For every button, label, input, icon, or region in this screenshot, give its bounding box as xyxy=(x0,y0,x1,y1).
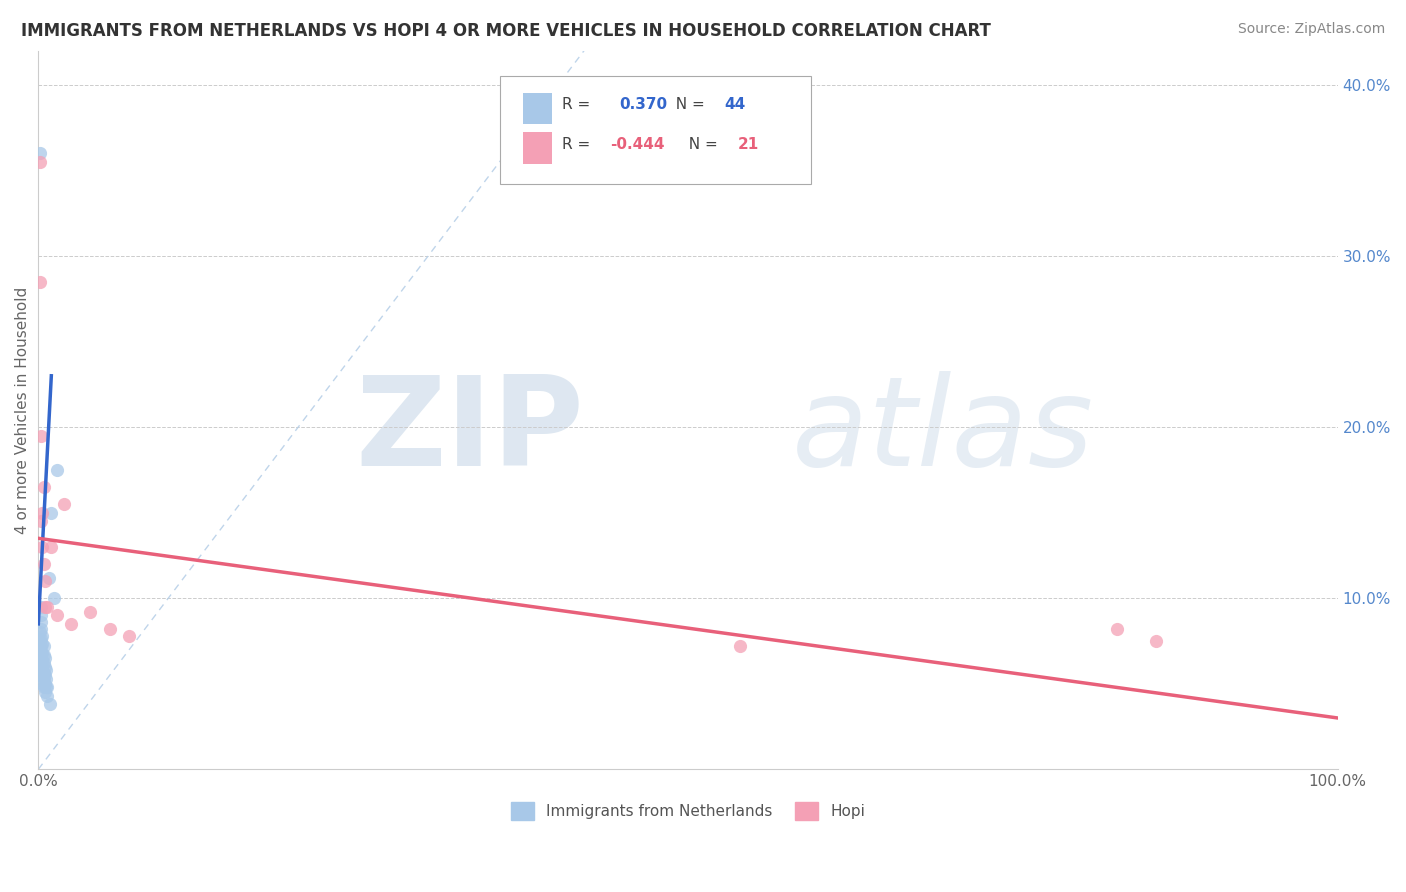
Point xyxy=(30,608,52,623)
Point xyxy=(28,659,51,673)
Text: 0.370: 0.370 xyxy=(619,97,668,112)
Text: R =: R = xyxy=(562,136,595,152)
Point xyxy=(30,615,52,629)
Point xyxy=(31,506,53,520)
Point xyxy=(37,689,59,703)
Point xyxy=(79,605,101,619)
Text: IMMIGRANTS FROM NETHERLANDS VS HOPI 4 OR MORE VEHICLES IN HOUSEHOLD CORRELATION : IMMIGRANTS FROM NETHERLANDS VS HOPI 4 OR… xyxy=(21,22,991,40)
Text: 44: 44 xyxy=(724,97,745,112)
Point xyxy=(30,639,52,653)
Text: R =: R = xyxy=(562,97,600,112)
Point xyxy=(32,480,55,494)
Point xyxy=(31,637,53,651)
Point xyxy=(38,571,60,585)
Point xyxy=(30,514,52,528)
Point xyxy=(30,646,52,660)
Text: N =: N = xyxy=(679,136,723,152)
Y-axis label: 4 or more Vehicles in Household: 4 or more Vehicles in Household xyxy=(15,286,30,533)
Point xyxy=(34,659,56,673)
Point xyxy=(32,557,55,571)
Text: 21: 21 xyxy=(737,136,759,152)
Point xyxy=(31,646,53,660)
Point xyxy=(118,629,141,643)
Point xyxy=(31,668,53,682)
Point xyxy=(42,591,65,606)
Point xyxy=(39,698,62,712)
Point xyxy=(1144,634,1167,648)
Point xyxy=(30,428,52,442)
Point xyxy=(30,622,52,636)
Point xyxy=(41,540,63,554)
Point xyxy=(28,625,51,640)
Point xyxy=(45,463,67,477)
Point xyxy=(31,540,53,554)
Point xyxy=(34,599,56,614)
Text: -0.444: -0.444 xyxy=(610,136,665,152)
Point xyxy=(32,648,55,662)
Point xyxy=(34,574,56,588)
Point xyxy=(35,680,58,694)
Point xyxy=(34,685,56,699)
Point xyxy=(59,616,82,631)
Text: Source: ZipAtlas.com: Source: ZipAtlas.com xyxy=(1237,22,1385,37)
Point xyxy=(28,146,51,161)
Point xyxy=(34,668,56,682)
Point xyxy=(28,275,51,289)
Point xyxy=(45,608,67,623)
Point xyxy=(98,622,121,636)
Legend: Immigrants from Netherlands, Hopi: Immigrants from Netherlands, Hopi xyxy=(505,796,872,826)
Point xyxy=(30,659,52,673)
Point xyxy=(53,497,76,511)
Point xyxy=(35,663,58,677)
Point xyxy=(28,154,51,169)
Bar xyxy=(523,93,551,124)
Point xyxy=(28,634,51,648)
Text: atlas: atlas xyxy=(792,371,1094,492)
Point xyxy=(1105,622,1128,636)
Point xyxy=(28,651,51,665)
Point xyxy=(37,599,59,614)
Point xyxy=(30,599,52,614)
Text: N =: N = xyxy=(666,97,710,112)
Point xyxy=(31,659,53,673)
Point xyxy=(35,672,58,686)
Point xyxy=(32,666,55,681)
Point xyxy=(34,651,56,665)
Point xyxy=(728,639,751,653)
Point xyxy=(41,506,63,520)
Point xyxy=(30,632,52,647)
Point xyxy=(31,629,53,643)
Point xyxy=(31,677,53,691)
Point xyxy=(37,680,59,694)
Point xyxy=(32,639,55,653)
Point xyxy=(30,651,52,665)
Point xyxy=(31,653,53,667)
Point xyxy=(34,677,56,691)
Point xyxy=(30,668,52,682)
Bar xyxy=(523,132,551,164)
Point xyxy=(32,673,55,688)
Point xyxy=(32,680,55,694)
Point xyxy=(28,642,51,657)
FancyBboxPatch shape xyxy=(499,76,811,184)
Point xyxy=(32,657,55,671)
Text: ZIP: ZIP xyxy=(356,371,583,492)
